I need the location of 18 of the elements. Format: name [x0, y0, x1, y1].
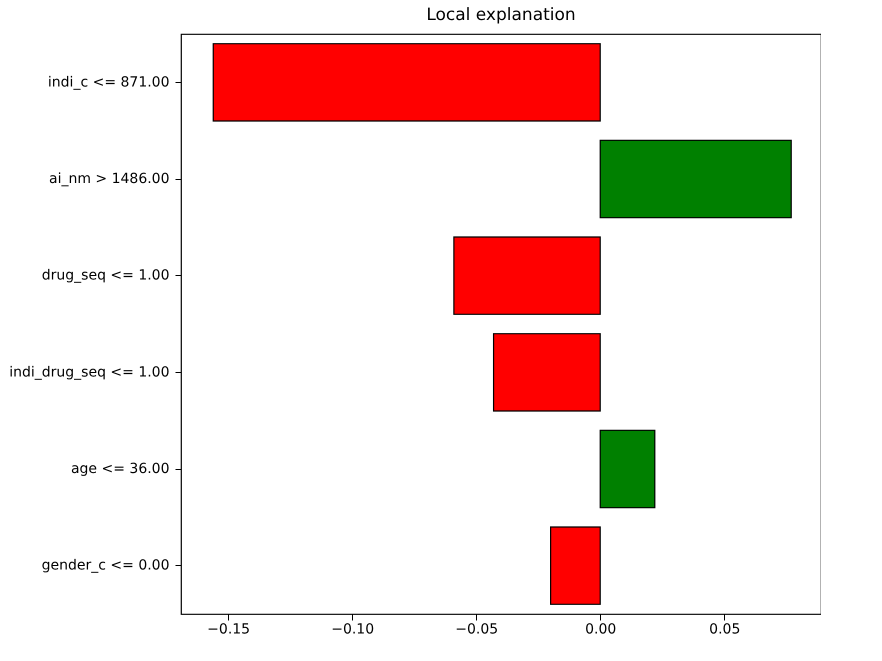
x-tick-label: −0.15: [207, 622, 250, 638]
bar: [600, 430, 656, 508]
y-tick-label: gender_c <= 0.00: [42, 558, 170, 574]
y-tick-label: age <= 36.00: [70, 461, 170, 477]
x-tick-label: 0.05: [709, 622, 740, 638]
y-tick-label: indi_c <= 871.00: [48, 74, 170, 90]
bar: [212, 43, 601, 122]
x-tick-label: −0.10: [331, 622, 374, 638]
y-tick-label: indi_drug_seq <= 1.00: [9, 364, 170, 380]
bar: [600, 140, 792, 218]
chart-title: Local explanation: [426, 5, 576, 25]
x-tick-label: −0.05: [455, 622, 498, 638]
y-tick-label: ai_nm > 1486.00: [48, 171, 170, 187]
bar: [492, 333, 601, 412]
bar: [453, 236, 601, 315]
x-tick-label: 0.00: [585, 622, 616, 638]
y-tick-label: drug_seq <= 1.00: [42, 268, 170, 284]
bar: [550, 526, 601, 605]
